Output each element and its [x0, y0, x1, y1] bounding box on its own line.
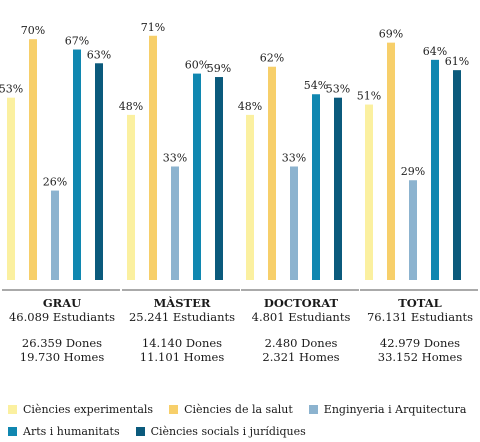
group-students: 76.131 Estudiants	[366, 310, 474, 324]
data-label: 61%	[445, 55, 469, 68]
legend-label: Arts i humanitats	[23, 424, 120, 438]
group-women: 42.979 Dones	[379, 336, 461, 350]
legend-item-arts: Arts i humanitats	[8, 425, 120, 438]
group-name: TOTAL	[398, 296, 442, 310]
bar-doctorat-0	[246, 114, 254, 280]
group-women: 2.480 Dones	[264, 336, 338, 350]
legend-swatch	[8, 404, 17, 414]
data-label: 62%	[260, 52, 284, 65]
group-women: 26.359 Dones	[21, 336, 103, 350]
bar-doctorat-1	[268, 66, 276, 280]
legend-label: Ciències socials i jurídiques	[150, 424, 306, 438]
data-label: 29%	[401, 165, 425, 178]
data-label: 67%	[65, 35, 89, 48]
group-info-grau: GRAU 46.089 Estudiants 26.359 Dones 19.7…	[3, 296, 121, 364]
data-label: 33%	[282, 151, 306, 164]
group-men: 19.730 Homes	[19, 350, 105, 364]
bar-total-3	[431, 59, 439, 281]
bar-total-2	[409, 180, 417, 280]
legend-item-socials: Ciències socials i jurídiques	[135, 424, 306, 438]
bar-total-0	[365, 104, 373, 280]
data-label: 71%	[141, 21, 165, 34]
legend-item-enginyeria: Enginyeria i Arquitectura	[308, 402, 467, 416]
legend-item-experimentals: Ciències experimentals	[8, 403, 153, 416]
group-students: 4.801 Estudiants	[251, 310, 351, 324]
data-label: 63%	[87, 48, 111, 61]
data-label: 59%	[207, 62, 231, 75]
bar-chart: 53% 70% 26% 67%63% 48% 71% 33% 60%59% 48% 62% 33% 5…	[0, 21, 478, 291]
bar-màster-0	[127, 114, 135, 280]
bar-grau-1	[29, 39, 37, 281]
group-info-doctorat: DOCTORAT 4.801 Estudiants 2.480 Dones 2.…	[242, 296, 360, 364]
legend-label: Enginyeria i Arquitectura	[323, 402, 467, 416]
bar-grau-3	[73, 49, 81, 280]
legend-swatch	[8, 426, 17, 436]
bar-màster-4	[215, 77, 223, 280]
legend-label: Ciències de la salut	[184, 402, 293, 416]
data-label: 26%	[43, 176, 67, 189]
bar-màster-2	[171, 166, 179, 280]
group-name: MÀSTER	[153, 296, 211, 310]
data-label: 70%	[21, 24, 45, 37]
bar-doctorat-2	[290, 166, 298, 280]
bar-doctorat-3	[312, 94, 320, 281]
legend: Ciències experimentals Ciències de la sa…	[8, 398, 478, 442]
bar-grau-2	[51, 190, 59, 280]
data-label: 51%	[357, 90, 381, 103]
group-men: 33.152 Homes	[377, 350, 463, 364]
bar-total-4	[453, 70, 461, 280]
data-label: 48%	[238, 100, 262, 113]
legend-swatch	[135, 426, 145, 436]
group-students: 25.241 Estudiants	[128, 310, 236, 324]
legend-label: Ciències experimentals	[23, 402, 154, 416]
data-label: 53%	[326, 83, 350, 96]
legend-item-salut: Ciències de la salut	[169, 403, 293, 416]
group-name: GRAU	[42, 296, 82, 310]
data-label: 48%	[119, 100, 143, 113]
legend-swatch	[169, 404, 179, 414]
bar-grau-0	[7, 97, 15, 281]
group-women: 14.140 Dones	[141, 336, 223, 350]
legend-swatch	[308, 404, 318, 414]
data-label: 53%	[0, 83, 23, 96]
group-men: 11.101 Homes	[139, 350, 225, 364]
bar-màster-3	[193, 73, 201, 280]
group-info-total: TOTAL 76.131 Estudiants 42.979 Dones 33.…	[361, 296, 479, 364]
data-label: 54%	[304, 79, 328, 92]
group-students: 46.089 Estudiants	[8, 310, 116, 324]
group-men: 2.321 Homes	[262, 350, 340, 364]
bar-total-1	[387, 42, 395, 280]
bar-grau-4	[95, 63, 103, 280]
data-label: 64%	[423, 45, 447, 58]
data-label: 69%	[379, 28, 403, 41]
group-info-master: MÀSTER 25.241 Estudiants 14.140 Dones 11…	[123, 296, 241, 364]
data-label: 60%	[185, 59, 209, 72]
data-label: 33%	[163, 151, 187, 164]
group-name: DOCTORAT	[263, 296, 339, 310]
bar-màster-1	[149, 35, 157, 281]
bar-doctorat-4	[334, 97, 342, 281]
